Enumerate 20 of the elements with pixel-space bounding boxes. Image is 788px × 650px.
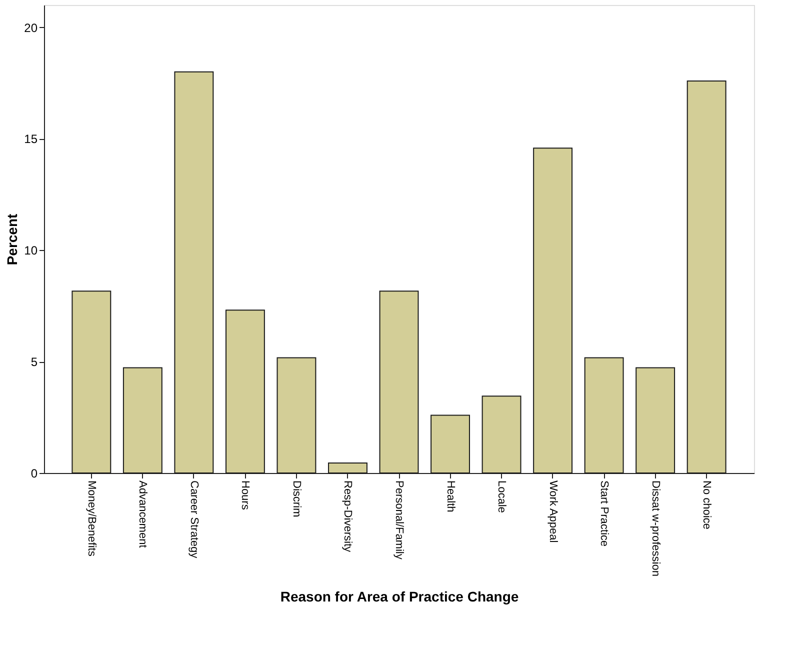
x-tick-label: Dissat w-profession [649,480,662,576]
x-tick-label: Health [444,480,456,512]
y-tick-label: 15 [24,132,38,146]
y-axis-title: Percent [4,213,20,266]
x-tick-label: No choice [700,480,713,530]
x-tick-label: Advancement [136,480,149,548]
x-tick-label: Career Strategy [188,480,200,559]
x-tick-label: Locale [496,480,508,513]
x-tick-label: Work Appeal [546,480,559,543]
x-tick-label: Hours [239,480,252,510]
x-axis-title: Reason for Area of Practice Change [280,588,519,604]
x-tick-label: Personal/Family [393,480,405,560]
x-tick-label: Resp-Diversity [342,480,354,553]
x-tick-label: Money/Benefits [85,480,98,557]
y-tick-label: 0 [30,466,38,480]
y-tick-label: 10 [24,244,38,258]
y-tick-label: 5 [30,355,38,370]
x-tick-label: Discrim [290,480,302,518]
x-tick-label: Start Practice [598,480,610,547]
y-tick-label: 20 [24,20,38,35]
